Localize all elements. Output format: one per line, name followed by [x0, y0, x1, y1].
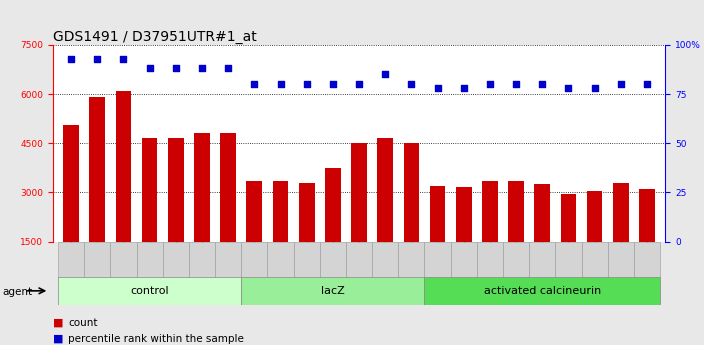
Point: [536, 81, 548, 87]
Point: [353, 81, 365, 87]
Bar: [456, 187, 472, 241]
FancyBboxPatch shape: [555, 241, 582, 278]
Point: [170, 66, 182, 71]
FancyBboxPatch shape: [58, 277, 241, 305]
Point: [406, 81, 417, 87]
Point: [118, 56, 129, 61]
FancyBboxPatch shape: [582, 241, 608, 278]
Point: [222, 66, 234, 71]
Bar: [429, 186, 446, 242]
Bar: [115, 91, 132, 242]
Point: [92, 56, 103, 61]
Text: ■: ■: [53, 334, 63, 344]
FancyBboxPatch shape: [163, 241, 189, 278]
Point: [589, 85, 601, 91]
Text: ■: ■: [53, 318, 63, 327]
Bar: [560, 194, 577, 241]
Bar: [63, 125, 79, 242]
Bar: [168, 138, 184, 241]
Bar: [246, 181, 262, 241]
Point: [641, 81, 653, 87]
Text: count: count: [68, 318, 98, 327]
Bar: [482, 181, 498, 241]
FancyBboxPatch shape: [137, 241, 163, 278]
Text: activated calcineurin: activated calcineurin: [484, 286, 601, 296]
FancyBboxPatch shape: [425, 277, 660, 305]
FancyBboxPatch shape: [451, 241, 477, 278]
Bar: [351, 143, 367, 241]
Point: [510, 81, 522, 87]
FancyBboxPatch shape: [346, 241, 372, 278]
Point: [301, 81, 313, 87]
Text: agent: agent: [2, 287, 32, 296]
Bar: [194, 133, 210, 242]
Point: [458, 85, 470, 91]
Text: GDS1491 / D37951UTR#1_at: GDS1491 / D37951UTR#1_at: [53, 30, 256, 44]
FancyBboxPatch shape: [608, 241, 634, 278]
Point: [249, 81, 260, 87]
Bar: [613, 183, 629, 241]
Text: control: control: [130, 286, 169, 296]
Bar: [220, 133, 236, 242]
Point: [144, 66, 156, 71]
FancyBboxPatch shape: [398, 241, 425, 278]
FancyBboxPatch shape: [268, 241, 294, 278]
Point: [484, 81, 496, 87]
FancyBboxPatch shape: [372, 241, 398, 278]
Point: [65, 56, 77, 61]
FancyBboxPatch shape: [634, 241, 660, 278]
Bar: [403, 143, 420, 241]
Bar: [586, 191, 603, 242]
FancyBboxPatch shape: [529, 241, 555, 278]
Bar: [325, 168, 341, 241]
FancyBboxPatch shape: [84, 241, 111, 278]
Point: [432, 85, 444, 91]
Point: [562, 85, 574, 91]
Bar: [298, 183, 315, 241]
Point: [615, 81, 627, 87]
FancyBboxPatch shape: [477, 241, 503, 278]
Bar: [377, 138, 393, 241]
Bar: [142, 138, 158, 241]
FancyBboxPatch shape: [189, 241, 215, 278]
FancyBboxPatch shape: [320, 241, 346, 278]
FancyBboxPatch shape: [425, 241, 451, 278]
Point: [275, 81, 286, 87]
FancyBboxPatch shape: [241, 241, 268, 278]
Bar: [508, 181, 524, 241]
FancyBboxPatch shape: [58, 241, 84, 278]
Point: [196, 66, 208, 71]
Bar: [89, 97, 105, 242]
Bar: [272, 181, 289, 241]
FancyBboxPatch shape: [503, 241, 529, 278]
Bar: [639, 189, 655, 241]
Point: [379, 71, 391, 77]
FancyBboxPatch shape: [111, 241, 137, 278]
FancyBboxPatch shape: [294, 241, 320, 278]
Point: [327, 81, 339, 87]
Bar: [534, 184, 550, 242]
Text: lacZ: lacZ: [321, 286, 345, 296]
Text: percentile rank within the sample: percentile rank within the sample: [68, 334, 244, 344]
FancyBboxPatch shape: [241, 277, 425, 305]
FancyBboxPatch shape: [215, 241, 241, 278]
